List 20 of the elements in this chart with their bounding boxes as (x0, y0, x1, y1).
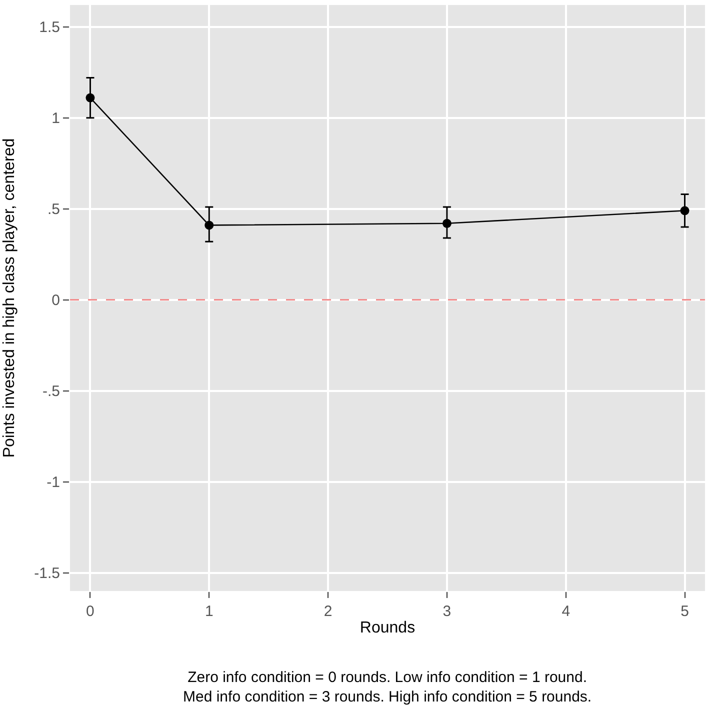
x-axis-title: Rounds (360, 620, 416, 637)
y-tick-label: 1 (52, 110, 60, 128)
x-tick-label: 3 (442, 603, 452, 620)
x-tick-label: 1 (204, 603, 214, 620)
point (680, 206, 690, 216)
x-tick-label: 5 (680, 603, 689, 620)
y-tick-label: -1 (46, 474, 60, 492)
y-tick-label: -1.5 (34, 565, 60, 582)
y-tick-label: -.5 (42, 383, 60, 400)
y-tick-label: 1.5 (39, 19, 60, 36)
y-axis-title: Points invested in high class player, centered (1, 138, 18, 458)
x-tick-label: 4 (562, 603, 570, 620)
text: Zero info condition = 0 rounds. Low info condition = 1 round. Med info condition = 3 rounds. High info condition = 5 rounds. (183, 669, 592, 706)
point (86, 93, 95, 102)
y-tick-label: 0 (52, 292, 60, 310)
y-tick-label: .5 (47, 201, 60, 218)
point (442, 218, 452, 228)
point (204, 220, 214, 230)
x-tick-label: 2 (324, 603, 332, 620)
x-tick-label: 0 (86, 603, 94, 620)
